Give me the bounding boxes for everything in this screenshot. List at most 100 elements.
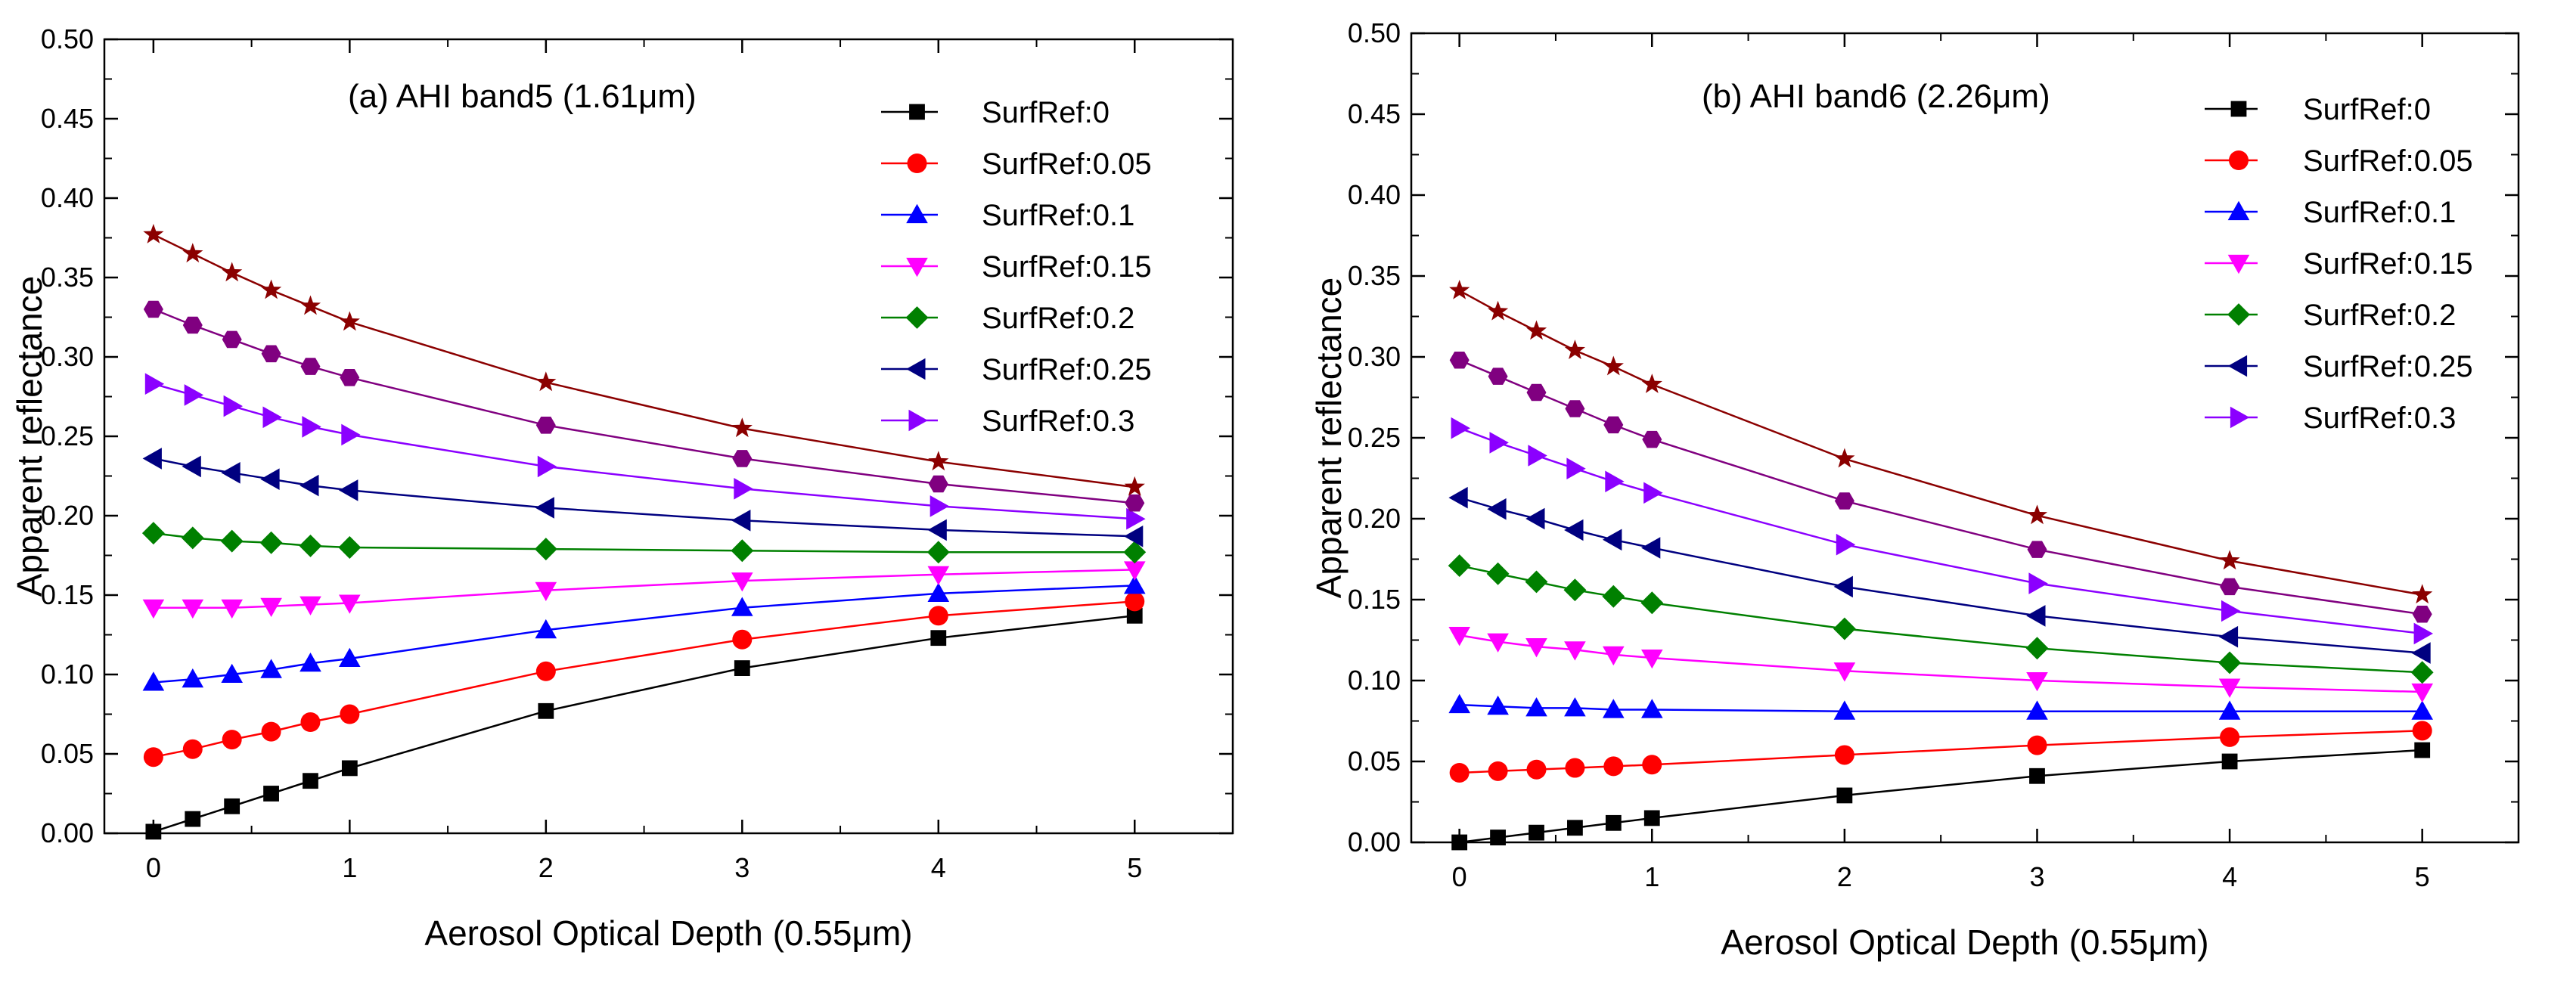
data-point: [1528, 445, 1547, 467]
data-point: [2218, 625, 2239, 648]
data-point: [1125, 494, 1145, 512]
data-point: [1487, 498, 1507, 520]
x-tick-label: 2: [1837, 861, 1852, 892]
data-point: [142, 599, 165, 619]
data-point: [2412, 584, 2433, 604]
data-point: [1529, 824, 1544, 841]
chart-a: 0.00 0.05 0.10 0.15 0.20 0.25 0.30 0.35 0.40 0.45…: [10, 23, 1234, 953]
data-point: [182, 668, 204, 688]
data-point: [1603, 699, 1625, 718]
data-point: [181, 526, 204, 550]
legend-marker: [2227, 355, 2248, 377]
data-point: [930, 495, 950, 517]
data-point: [1833, 575, 1853, 598]
data-point: [300, 712, 321, 732]
legend-entry: SurfRef:0.3: [2205, 402, 2456, 435]
data-point: [260, 468, 280, 490]
data-point: [1448, 486, 1468, 509]
data-point: [535, 661, 556, 681]
data-point: [1449, 280, 1470, 299]
data-point: [1451, 834, 1468, 851]
y-tick-label: 0.05: [1348, 746, 1401, 777]
data-point: [1487, 633, 1509, 653]
data-point: [2029, 767, 2045, 784]
legend-label: SurfRef:0.05: [982, 147, 1152, 181]
series-diamond: [1448, 554, 2434, 684]
data-point: [143, 747, 163, 767]
data-point: [1603, 646, 1625, 666]
data-point: [928, 475, 948, 493]
y-axis-label: Apparent reflectance: [10, 276, 49, 597]
data-point: [1567, 820, 1583, 836]
legend-label: SurfRef:0.1: [982, 199, 1134, 232]
legend-entry: SurfRef:0.15: [881, 250, 1152, 284]
data-point: [1451, 417, 1470, 439]
series-line: [1459, 290, 2422, 596]
data-point: [1124, 526, 1144, 547]
data-point: [1833, 617, 1856, 640]
data-point: [299, 653, 321, 672]
data-point: [222, 262, 243, 282]
x-tick-label: 0: [146, 852, 161, 883]
data-point: [1565, 400, 1585, 417]
series-line: [153, 457, 1135, 538]
data-point: [221, 599, 243, 619]
data-point: [142, 448, 162, 470]
legend-label: SurfRef:0.15: [982, 250, 1152, 284]
legend-marker: [906, 257, 928, 278]
data-point: [1564, 340, 1585, 359]
data-point: [300, 358, 321, 375]
data-point: [1833, 662, 1856, 682]
series-line: [153, 600, 1135, 758]
legend-entry: SurfRef:0.1: [881, 199, 1134, 232]
legend-marker: [2230, 101, 2247, 117]
data-point: [1526, 759, 1547, 780]
data-point: [1836, 787, 1853, 804]
data-point: [2412, 721, 2432, 741]
data-point: [1126, 607, 1143, 624]
data-point: [1525, 697, 1547, 717]
data-point: [142, 671, 165, 691]
legend-marker: [905, 306, 929, 329]
data-point: [1526, 383, 1547, 402]
legend-label: SurfRef:0.25: [2303, 350, 2473, 383]
x-tick-label: 3: [2029, 861, 2044, 892]
series-circle: [1449, 721, 2432, 783]
data-point: [535, 497, 554, 519]
data-point: [1124, 561, 1146, 581]
legend-label: SurfRef:0.25: [982, 353, 1152, 386]
series-triangle-up: [1448, 693, 2433, 720]
data-point: [1564, 519, 1584, 541]
y-tick-label: 0.00: [41, 817, 94, 848]
data-point: [731, 417, 753, 438]
data-point: [731, 597, 753, 616]
legend-marker: [2230, 406, 2250, 429]
legend-marker: [2227, 254, 2250, 274]
data-point: [1564, 697, 1586, 717]
data-point: [182, 243, 203, 263]
data-point: [1448, 554, 1471, 577]
legend-entry: SurfRef:0: [881, 96, 1110, 129]
data-point: [2027, 735, 2047, 755]
data-point: [340, 369, 360, 386]
data-point: [1603, 756, 1624, 777]
y-tick-label: 0.35: [1348, 260, 1401, 291]
series-line: [1459, 359, 2422, 616]
series-line: [153, 234, 1135, 488]
x-tick-label: 5: [1127, 852, 1142, 883]
legend-label: SurfRef:0.1: [2303, 196, 2456, 229]
series-hexagon: [1449, 352, 2432, 623]
data-point: [2220, 727, 2240, 747]
data-point: [1605, 814, 1622, 831]
data-point: [1603, 355, 1624, 376]
data-point: [1603, 529, 1622, 551]
legend-label: SurfRef:0.05: [2303, 144, 2473, 178]
data-point: [299, 474, 319, 497]
data-point: [535, 581, 557, 601]
data-point: [1642, 430, 1662, 448]
data-point: [182, 316, 203, 334]
x-tick-label: 4: [931, 852, 946, 883]
data-point: [535, 371, 557, 392]
data-point: [1487, 695, 1509, 715]
series-star: [1449, 280, 2433, 604]
